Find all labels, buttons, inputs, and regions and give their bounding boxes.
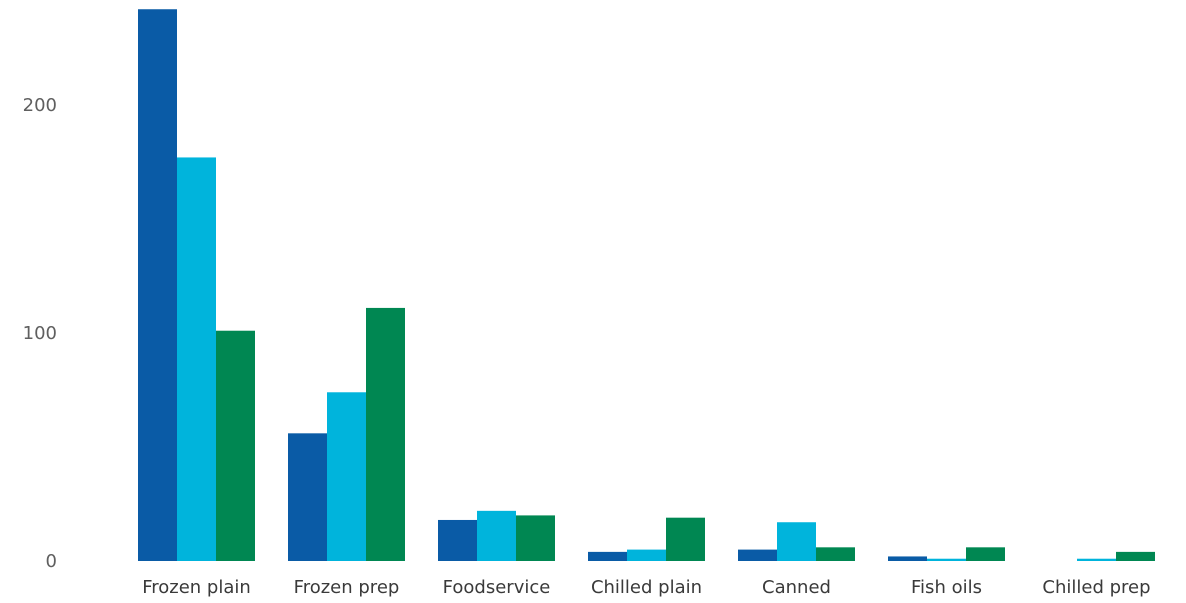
y-tick-label: 100 (23, 323, 57, 344)
bar-frozen-prep-series-1[interactable] (288, 433, 327, 561)
bar-frozen-plain-series-2[interactable] (177, 157, 216, 561)
bar-fish-oils-series-2[interactable] (927, 559, 966, 561)
bar-group (138, 9, 1155, 561)
x-tick-label: Fish oils (911, 577, 982, 598)
x-tick-label: Frozen prep (294, 577, 400, 598)
bar-foodservice-series-3[interactable] (516, 515, 555, 561)
bar-foodservice-series-1[interactable] (438, 520, 477, 561)
bar-canned-series-1[interactable] (738, 550, 777, 561)
y-tick-label: 0 (46, 551, 57, 572)
bar-frozen-plain-series-1[interactable] (138, 9, 177, 561)
bar-canned-series-3[interactable] (816, 547, 855, 561)
bar-chilled-prep-series-2[interactable] (1077, 559, 1116, 561)
bar-frozen-plain-series-3[interactable] (216, 331, 255, 561)
bar-chilled-plain-series-2[interactable] (627, 550, 666, 561)
bar-canned-series-2[interactable] (777, 522, 816, 561)
bar-chilled-prep-series-3[interactable] (1116, 552, 1155, 561)
x-tick-label: Foodservice (443, 577, 551, 598)
x-tick-label: Frozen plain (142, 577, 251, 598)
bar-chilled-plain-series-1[interactable] (588, 552, 627, 561)
x-axis: Frozen plain Frozen prep Foodservice Chille… (142, 577, 1150, 598)
y-tick-label: 200 (23, 95, 57, 116)
bar-frozen-prep-series-3[interactable] (366, 308, 405, 561)
x-tick-label: Chilled plain (591, 577, 702, 598)
bar-fish-oils-series-1[interactable] (888, 556, 927, 561)
bar-fish-oils-series-3[interactable] (966, 547, 1005, 561)
bar-chilled-plain-series-3[interactable] (666, 518, 705, 561)
bar-frozen-prep-series-2[interactable] (327, 392, 366, 561)
x-tick-label: Chilled prep (1042, 577, 1150, 598)
y-axis: 0 100 200 (23, 95, 57, 572)
bar-foodservice-series-2[interactable] (477, 511, 516, 561)
x-tick-label: Canned (762, 577, 831, 598)
